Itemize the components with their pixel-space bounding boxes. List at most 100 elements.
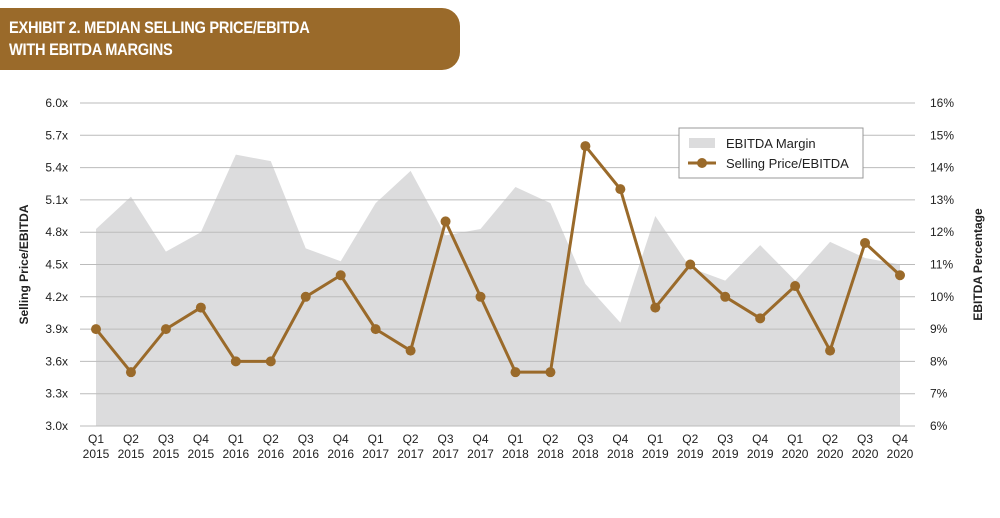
data-point [510, 367, 521, 378]
data-point [265, 356, 276, 367]
data-point [755, 313, 766, 324]
data-point [230, 356, 241, 367]
x-tick-year: 2018 [537, 447, 564, 461]
title-line-1: EXHIBIT 2. MEDIAN SELLING PRICE/EBITDA [9, 18, 310, 37]
legend-label-ebitda-margin: EBITDA Margin [726, 136, 816, 151]
y2-tick-label: 12% [930, 225, 954, 239]
data-point [475, 291, 486, 302]
legend-label-selling-price: Selling Price/EBITDA [726, 156, 849, 171]
x-tick-year: 2017 [467, 447, 494, 461]
x-tick-quarter: Q1 [647, 432, 663, 446]
data-point [825, 345, 836, 356]
data-point [300, 291, 311, 302]
x-tick-quarter: Q2 [403, 432, 419, 446]
x-tick-quarter: Q3 [717, 432, 733, 446]
ebitda-margin-area [96, 154, 900, 426]
x-tick-year: 2015 [83, 447, 110, 461]
data-point [895, 270, 905, 281]
x-tick-year: 2020 [887, 447, 914, 461]
data-point [720, 291, 731, 302]
x-tick-quarter: Q3 [298, 432, 314, 446]
x-tick-year: 2018 [502, 447, 529, 461]
x-tick-year: 2020 [852, 447, 879, 461]
y-tick-label: 3.6x [45, 354, 68, 368]
data-point [790, 281, 801, 292]
x-tick-year: 2019 [642, 447, 669, 461]
y-tick-label: 4.2x [45, 290, 68, 304]
title-banner: EXHIBIT 2. MEDIAN SELLING PRICE/EBITDA W… [0, 8, 460, 70]
y2-tick-label: 11% [930, 258, 953, 272]
x-tick-year: 2020 [817, 447, 844, 461]
y2-tick-label: 8% [930, 354, 948, 368]
x-tick-year: 2016 [222, 447, 249, 461]
y-tick-label: 5.1x [45, 193, 68, 207]
x-tick-year: 2018 [607, 447, 634, 461]
y-tick-label: 4.5x [45, 258, 68, 272]
y-tick-label: 3.9x [45, 322, 68, 336]
x-tick-quarter: Q1 [368, 432, 384, 446]
x-tick-quarter: Q2 [682, 432, 698, 446]
y2-tick-label: 14% [930, 161, 954, 175]
selling-price-line [94, 142, 902, 375]
y2-tick-label: 13% [930, 193, 954, 207]
data-point [615, 184, 626, 195]
x-tick-year: 2019 [712, 447, 739, 461]
y-tick-label: 3.0x [45, 419, 68, 433]
data-point [580, 141, 591, 152]
y-tick-label: 5.4x [45, 161, 68, 175]
x-tick-quarter: Q3 [438, 432, 454, 446]
data-point [860, 237, 871, 248]
x-tick-quarter: Q3 [857, 432, 873, 446]
x-tick-year: 2015 [118, 447, 145, 461]
x-tick-quarter: Q1 [88, 432, 104, 446]
x-tick-quarter: Q2 [542, 432, 558, 446]
y2-tick-label: 15% [930, 128, 954, 142]
x-tick-year: 2015 [153, 447, 180, 461]
data-point [160, 324, 171, 335]
x-tick-quarter: Q1 [228, 432, 244, 446]
x-tick-quarter: Q4 [473, 432, 489, 446]
y2-tick-label: 7% [930, 387, 948, 401]
y2-tick-label: 9% [930, 322, 948, 336]
x-tick-quarter: Q4 [612, 432, 628, 446]
x-tick-year: 2017 [432, 447, 459, 461]
title-line-2: WITH EBITDA MARGINS [9, 40, 173, 59]
legend-swatch-marker [697, 158, 707, 168]
y-tick-label: 3.3x [45, 387, 68, 401]
y2-tick-label: 16% [930, 96, 954, 110]
y-tick-label: 6.0x [45, 96, 68, 110]
x-tick-quarter: Q2 [263, 432, 279, 446]
x-tick-year: 2015 [188, 447, 215, 461]
x-tick-year: 2017 [397, 447, 424, 461]
x-tick-year: 2019 [747, 447, 774, 461]
x-tick-quarter: Q3 [158, 432, 174, 446]
x-tick-quarter: Q2 [822, 432, 838, 446]
y2-axis-label: EBITDA Percentage [971, 208, 985, 321]
x-tick-quarter: Q1 [787, 432, 803, 446]
x-tick-year: 2020 [782, 447, 809, 461]
data-point [685, 259, 696, 270]
x-tick-quarter: Q1 [507, 432, 523, 446]
legend-box [678, 127, 864, 179]
x-tick-quarter: Q3 [577, 432, 593, 446]
y-tick-label: 4.8x [45, 225, 68, 239]
x-tick-year: 2017 [362, 447, 389, 461]
x-tick-year: 2016 [327, 447, 354, 461]
y2-tick-label: 10% [930, 290, 954, 304]
data-point [370, 324, 381, 335]
y-tick-label: 5.7x [45, 128, 68, 142]
x-tick-quarter: Q4 [193, 432, 209, 446]
x-tick-quarter: Q4 [752, 432, 768, 446]
data-point [650, 302, 661, 313]
y2-tick-label: 6% [930, 419, 948, 433]
data-point [125, 367, 136, 378]
x-tick-year: 2016 [257, 447, 284, 461]
data-point [440, 216, 451, 227]
x-tick-year: 2019 [677, 447, 704, 461]
data-point [335, 270, 346, 281]
data-point [91, 324, 101, 335]
legend-swatch-area [689, 138, 715, 148]
data-point [195, 302, 206, 313]
x-tick-year: 2018 [572, 447, 599, 461]
